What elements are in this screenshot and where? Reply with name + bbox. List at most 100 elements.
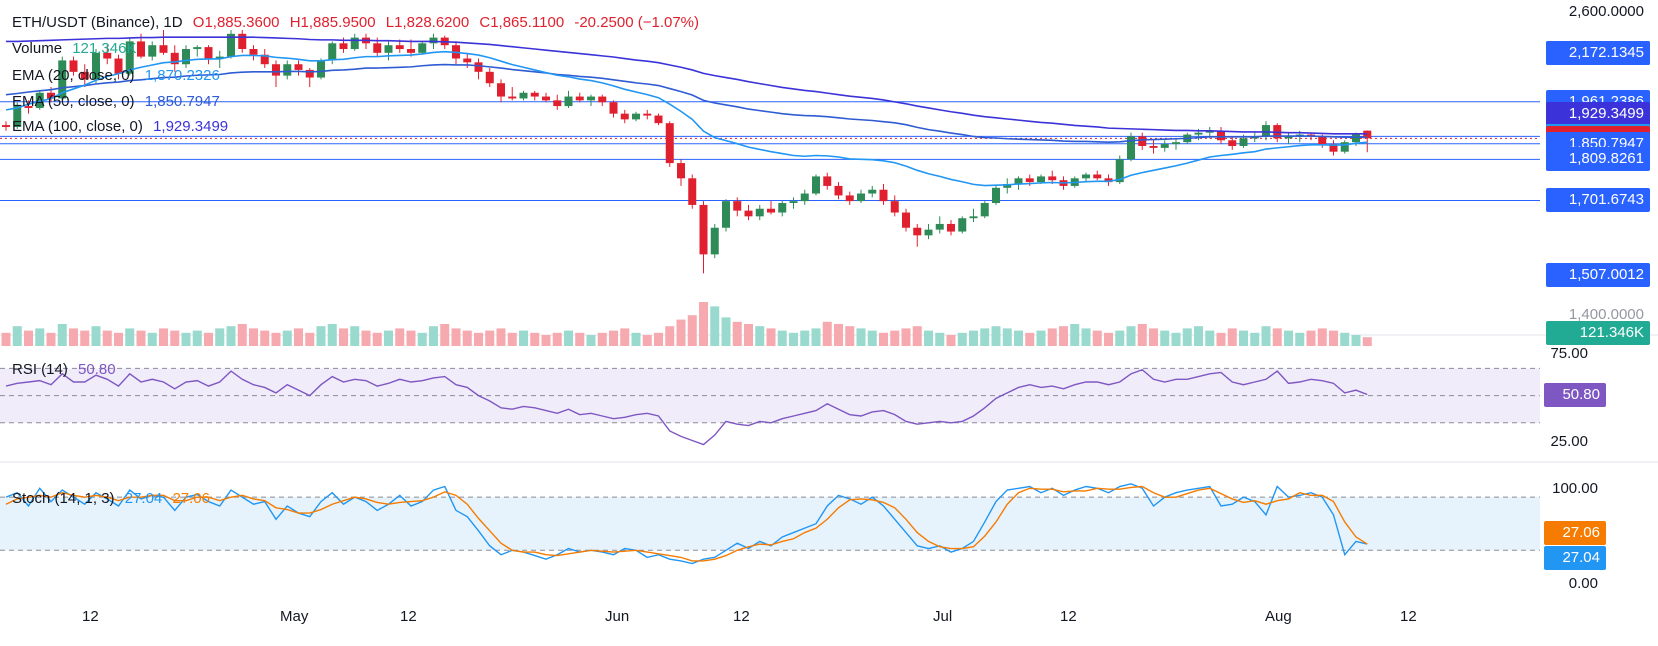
- candle-body: [1262, 125, 1270, 137]
- volume-bar: [1070, 324, 1080, 346]
- volume-bar: [969, 330, 978, 346]
- volume-bar: [361, 330, 371, 346]
- candle-body: [1093, 174, 1102, 179]
- candle-body: [879, 189, 888, 202]
- volume-bar: [1025, 332, 1035, 346]
- candle-body: [418, 43, 427, 53]
- volume-bar: [665, 326, 675, 346]
- candle-body: [204, 47, 213, 59]
- volume-bar: [1092, 330, 1102, 346]
- ema20-line: [5, 50, 1368, 187]
- price-tag: 2,172.1345: [1546, 41, 1650, 65]
- candle-body: [699, 204, 708, 255]
- candle-body: [1284, 136, 1293, 139]
- volume-bar: [834, 324, 843, 346]
- volume-bar: [249, 328, 258, 346]
- candle-body: [1318, 136, 1327, 145]
- volume-bar: [732, 321, 742, 346]
- candle-body: [69, 60, 78, 72]
- volume-bar: [57, 324, 67, 346]
- volume-bar: [687, 315, 697, 346]
- rsi-axis-top: 75.00: [1550, 345, 1588, 362]
- volume-bar: [935, 332, 945, 346]
- rsi-legend[interactable]: RSI (14) 50.80: [12, 361, 122, 379]
- ema100-legend[interactable]: EMA (100, close, 0) 1,929.3499: [12, 118, 234, 136]
- stoch-k-tag: 27.04: [1544, 546, 1606, 570]
- volume-bar: [1284, 330, 1293, 346]
- volume-bar: [35, 328, 45, 346]
- candle-body: [969, 216, 978, 219]
- candle-body: [35, 92, 44, 108]
- price-axis-hidden-label: 1,400.0000: [1568, 306, 1644, 323]
- volume-bar: [822, 321, 832, 346]
- volume-bar: [1317, 328, 1327, 346]
- candle-body: [542, 96, 550, 101]
- stoch-d-value: 27.06: [172, 490, 210, 507]
- candle-body: [1138, 136, 1147, 146]
- ema50-value: 1,850.7947: [144, 93, 220, 110]
- candle-body: [47, 92, 55, 99]
- open-value: O1,885.3600: [192, 14, 280, 31]
- volume-bar: [1137, 324, 1147, 346]
- ema50-legend[interactable]: EMA (50, close, 0) 1,850.7947: [12, 93, 226, 111]
- volume-bar: [1250, 332, 1260, 346]
- volume-bar: [406, 330, 416, 346]
- volume-bar: [1351, 335, 1361, 346]
- volume-bar: [552, 332, 562, 346]
- candle-body: [125, 41, 134, 74]
- volume-bar: [744, 324, 753, 346]
- candle-body: [260, 54, 269, 65]
- volume-bar: [789, 332, 798, 346]
- low-value: L1,828.6200: [385, 14, 470, 31]
- volume-bar: [597, 332, 607, 346]
- candle-body: [1014, 178, 1023, 185]
- volume-bar: [429, 326, 438, 346]
- time-axis-label: 12: [82, 608, 99, 625]
- volume-bar: [12, 326, 22, 346]
- volume-bar: [507, 332, 517, 346]
- candle-body: [845, 195, 854, 202]
- rsi-value: 50.80: [78, 361, 116, 378]
- candle-body: [1239, 138, 1248, 146]
- candle-body: [463, 58, 472, 63]
- candle-body: [778, 203, 787, 213]
- candle-body: [1115, 159, 1124, 183]
- candle-body: [575, 96, 584, 101]
- time-axis-label: May: [280, 608, 309, 625]
- candle-body: [1217, 130, 1225, 141]
- volume-bar: [946, 335, 956, 346]
- candle-body: [980, 203, 989, 217]
- volume-bar: [1329, 330, 1338, 346]
- candle-body: [1048, 176, 1057, 181]
- price-tag: 1,929.3499: [1546, 101, 1650, 126]
- volume-bar: [1081, 328, 1091, 346]
- candle-body: [227, 33, 235, 57]
- candle-body: [564, 96, 573, 107]
- volume-bar: [237, 324, 247, 346]
- stoch-legend[interactable]: Stoch (14, 1, 3) 27.04 27.06: [12, 490, 216, 508]
- volume-bar: [766, 328, 776, 346]
- ema100-value: 1,929.3499: [153, 118, 229, 135]
- volume-bar: [710, 306, 720, 346]
- ema20-legend[interactable]: EMA (20, close, 0) 1,870.2326: [12, 67, 226, 85]
- volume-bar: [1272, 328, 1282, 346]
- volume-bar: [1216, 332, 1226, 346]
- stoch-k-value: 27.04: [124, 490, 163, 507]
- candle-body: [755, 208, 764, 217]
- candle-body: [958, 218, 967, 232]
- candle-body: [1160, 144, 1169, 148]
- candle-body: [395, 45, 404, 50]
- volume-bar: [215, 328, 225, 346]
- candle-body: [1149, 145, 1158, 148]
- volume-bar: [395, 328, 405, 346]
- candle-body: [384, 45, 393, 53]
- volume-bar: [609, 330, 618, 346]
- volume-bar: [755, 326, 765, 346]
- volume-bar: [901, 328, 911, 346]
- volume-bar: [530, 332, 540, 346]
- candle-body: [834, 185, 843, 196]
- volume-legend[interactable]: Volume 121.346K: [12, 40, 142, 58]
- candle-body: [103, 52, 112, 59]
- candle-body: [148, 45, 157, 57]
